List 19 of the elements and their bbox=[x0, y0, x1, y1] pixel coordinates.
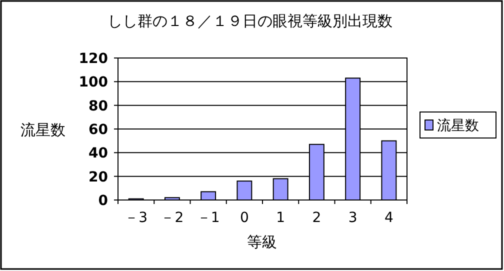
y-tick-label: 120 bbox=[78, 51, 108, 67]
y-tick-label: 80 bbox=[88, 98, 108, 114]
y-tick-label: 40 bbox=[88, 146, 108, 162]
x-tick-label: 0 bbox=[240, 210, 249, 226]
legend-label: 流星数 bbox=[437, 118, 479, 134]
x-tick-label: －3 bbox=[124, 210, 148, 226]
x-tick-label: 3 bbox=[348, 210, 358, 226]
y-tick-label: 100 bbox=[78, 74, 108, 91]
y-axis-title: 流星数 bbox=[20, 121, 66, 139]
chart-title: しし群の１８／１９日の眼視等級別出現数 bbox=[108, 12, 392, 30]
y-tick-label: 20 bbox=[88, 169, 108, 186]
x-tick-label: 2 bbox=[312, 210, 322, 226]
y-tick-label: 0 bbox=[98, 193, 108, 209]
y-tick-label: 60 bbox=[88, 122, 108, 138]
x-tick-label: －2 bbox=[160, 210, 184, 226]
x-tick-label: 4 bbox=[384, 210, 394, 226]
x-tick-label: 1 bbox=[276, 210, 286, 226]
x-tick-label: －1 bbox=[196, 210, 220, 226]
x-axis-title: 等級 bbox=[247, 233, 277, 251]
